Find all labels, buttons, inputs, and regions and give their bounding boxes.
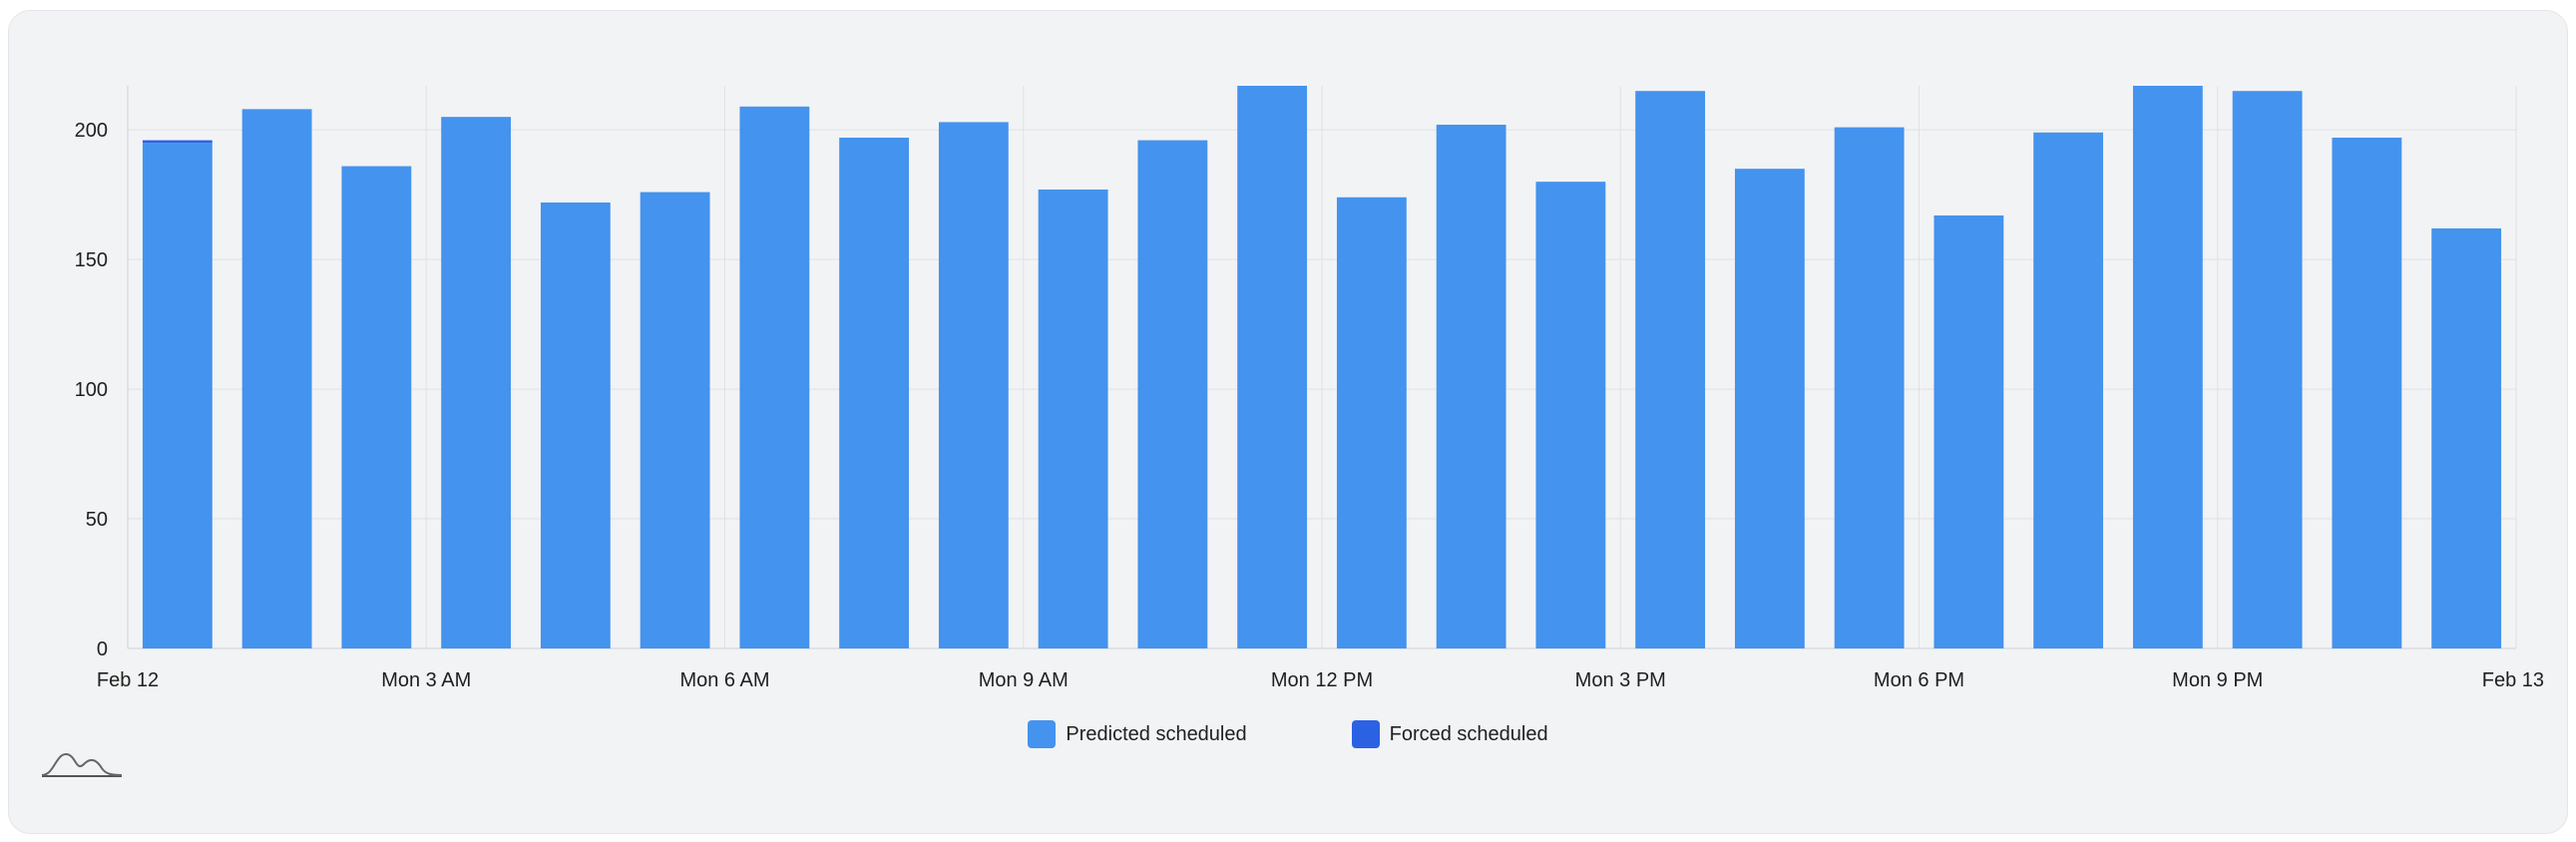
bar-predicted-4: [540, 202, 611, 648]
bar-predicted-9: [1038, 189, 1108, 648]
legend-label-predicted: Predicted scheduled: [1066, 722, 1247, 745]
bar-predicted-22: [2332, 137, 2402, 648]
bar-predicted-14: [1535, 182, 1606, 648]
bar-predicted-15: [1635, 91, 1706, 648]
bar-predicted-21: [2232, 91, 2303, 648]
bar-predicted-10: [1137, 140, 1208, 649]
y-tick-label: 50: [86, 509, 108, 531]
legend-swatch-predicted: [1028, 720, 1057, 748]
bar-predicted-13: [1436, 124, 1506, 648]
y-tick-label: 100: [75, 379, 108, 401]
bar-predicted-20: [2132, 86, 2203, 648]
x-tick-label: Mon 9 PM: [2172, 669, 2263, 691]
bar-predicted-17: [1834, 127, 1905, 648]
x-tick-label: Mon 3 PM: [1575, 669, 1666, 691]
bar-predicted-12: [1336, 197, 1407, 648]
x-tick-label: Mon 6 AM: [679, 669, 769, 691]
bar-predicted-3: [441, 117, 512, 648]
chart-legend: Predicted scheduled Forced scheduled: [0, 720, 2576, 748]
bar-predicted-23: [2431, 227, 2502, 648]
bar-predicted-5: [640, 192, 710, 649]
legend-label-forced: Forced scheduled: [1389, 722, 1548, 745]
x-tick-label: Mon 9 AM: [979, 669, 1069, 691]
y-tick-label: 150: [75, 249, 108, 271]
bar-predicted-2: [341, 166, 412, 649]
bar-predicted-18: [1933, 214, 2004, 648]
x-tick-label: Mon 12 PM: [1271, 669, 1373, 691]
bar-forced-0: [142, 140, 213, 144]
x-tick-label: Mon 6 PM: [1874, 669, 1964, 691]
legend-item-predicted[interactable]: Predicted scheduled: [1028, 720, 1247, 748]
legend-swatch-forced: [1351, 720, 1380, 748]
y-tick-label: 0: [97, 638, 108, 660]
bar-predicted-19: [2033, 132, 2104, 648]
bar-predicted-16: [1734, 169, 1805, 648]
y-tick-label: 200: [75, 120, 108, 142]
x-tick-label: Mon 3 AM: [381, 669, 471, 691]
bell-curve-logo-icon: [41, 752, 123, 777]
bar-predicted-1: [241, 109, 312, 648]
bar-predicted-11: [1237, 86, 1308, 648]
x-tick-label: Feb 13: [2482, 669, 2544, 691]
bar-predicted-6: [739, 106, 810, 649]
bar-predicted-7: [839, 137, 910, 648]
bar-predicted-0: [142, 143, 213, 648]
x-tick-label: Feb 12: [97, 669, 159, 691]
bar-predicted-8: [938, 122, 1009, 649]
legend-item-forced[interactable]: Forced scheduled: [1351, 720, 1548, 748]
